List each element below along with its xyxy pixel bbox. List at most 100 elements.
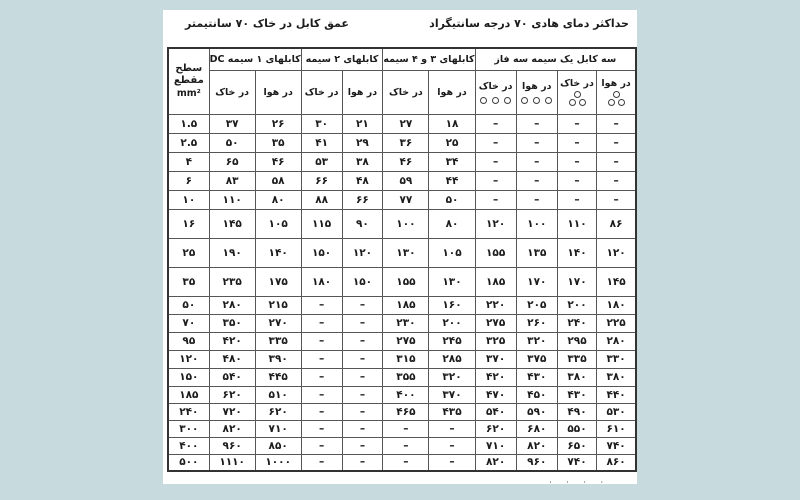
sub-header-label: در خاک [215,86,250,98]
sub-header-label: در خاک [560,78,594,89]
ampacity-cell: ۴۲۰ [474,367,517,387]
ampacity-cell: ۶۲۰ [208,385,256,404]
sub-header-3: در هوا [341,69,384,115]
ampacity-cell: ۱۴۰ [556,237,598,268]
trefoil-circles-icon [598,91,635,106]
empty-cell: – [341,367,384,387]
empty-cell: – [515,151,558,172]
ampacity-cell: ۲۴۰ [556,313,598,333]
row-size-cell: ۹۵ [167,331,210,351]
table-body: ۱.۵ ۳۷ ۲۶ ۳۰ ۲۱ ۲۷ ۱۸– – – –۲.۵ ۵۰ ۳۵ ۴۱ ۲۹ ۳۶ ۲۵– – – –۴ ۶… [167,113,637,472]
ampacity-cell: ۱۲۰ [341,237,384,268]
circle-glyph [521,96,529,104]
ampacity-cell: ۴۷۰ [474,385,517,404]
ampacity-cell: ۴۸ [341,170,384,191]
ampacity-cell: ۶۵ [208,151,256,172]
ampacity-cell: ۵۹ [382,170,430,191]
sub-header-label: در خاک [389,86,423,98]
table-row: ۲۵ ۱۹۰ ۱۴۰ ۱۵۰ ۱۲۰ ۱۳۰ ۱۰۵ ۱۵۵ ۱۳۵ ۱۴۰ ۱۲۰ [167,237,637,268]
sub-header-2: در خاک [300,69,343,115]
ampacity-cell: ۷۴۰ [596,436,637,455]
ampacity-cell: ۶۶ [341,189,384,210]
empty-cell: – [596,151,637,172]
ampacity-cell: ۲۸۰ [208,295,256,315]
ampacity-cell: ۱۸۰ [596,295,637,315]
ampacity-cell: ۶۲۰ [474,419,517,438]
table-row: ۴۰۰ ۹۶۰ ۸۵۰– – – –۷۱۰ ۸۲۰ ۶۵۰ ۷۴۰ [167,436,637,455]
row-size-cell: ۱۶ [167,208,210,239]
empty-cell: – [515,170,558,191]
table-row: ۴ ۶۵ ۴۶ ۵۳ ۳۸ ۴۶ ۳۴– – – – [167,151,637,172]
ampacity-cell: ۵۴۰ [208,367,256,387]
ampacity-cell: ۴۲۰ [208,331,256,351]
group-header-row: سطح مقطع mm² کابلهای ۱ سیمه DC کابلهای ۲ سیم… [167,47,637,115]
empty-cell: – [341,331,384,351]
ampacity-cell: ۸۳ [208,170,256,191]
ampacity-cell: ۸۲۰ [208,419,256,438]
ampacity-cell: ۴۳۰ [515,367,558,387]
table-row: ۱۸۵ ۶۲۰ ۵۱۰– –۴۰۰ ۳۷۰ ۴۷۰ ۴۵۰ ۴۳۰ ۴۴۰ [167,385,637,404]
ampacity-cell: ۱۰۵ [428,237,476,268]
ampacity-cell: ۱۳۵ [515,237,558,268]
sub-header-three-in-row-7: در هوا [515,69,558,115]
max-conductor-temp-title: حداکثر دمای هادی ۷۰ درجه سانتیگراد [429,17,629,30]
empty-cell: – [300,453,343,472]
ampacity-cell: ۹۶۰ [515,453,558,472]
ampacity-cell: ۴۸۰ [208,349,256,369]
trefoil-circles-icon [558,91,595,106]
empty-cell: – [515,132,558,153]
empty-cell: – [341,436,384,455]
table-row: ۱۵۰ ۵۴۰ ۴۴۵– –۳۵۵ ۳۲۰ ۴۲۰ ۴۳۰ ۳۸۰ ۳۸۰ [167,367,637,387]
ampacity-cell: ۳۶ [382,132,430,153]
ampacity-cell: ۴۵۰ [515,385,558,404]
row-size-cell: ۱۲۰ [167,349,210,369]
empty-cell: – [300,349,343,369]
empty-cell: – [474,170,517,191]
ampacity-cell: ۳۸۰ [596,367,637,387]
empty-cell: – [341,313,384,333]
empty-cell: – [556,170,598,191]
ampacity-cell: ۲۷۵ [382,331,430,351]
ampacity-cell: ۸۰ [428,208,476,239]
ampacity-cell: ۳۳۵ [556,349,598,369]
ampacity-cell: ۳۷۵ [515,349,558,369]
ampacity-cell: ۴۳۰ [556,385,598,404]
sub-header-label: در هوا [263,86,293,98]
ampacity-cell: ۵۳ [300,151,343,172]
empty-cell: – [515,189,558,210]
ampacity-cell: ۶۶ [300,170,343,191]
column-group-header-1: کابلهای ۲ سیمه [300,47,384,71]
table-row: ۵۰ ۲۸۰ ۲۱۵– –۱۸۵ ۱۶۰ ۲۲۰ ۲۰۵ ۲۰۰ ۱۸۰ [167,295,637,315]
empty-cell: – [428,436,476,455]
sub-header-label: در هوا [601,78,631,89]
circle-glyph [545,96,553,104]
ampacity-cell: ۲۵ [428,132,476,153]
row-size-cell: ۲۴۰ [167,402,210,421]
three-circles-row-icon [517,96,556,104]
sub-header-5: در هوا [428,69,476,115]
trefoil-bottom-pair [607,99,625,106]
ampacity-cell: ۱۷۵ [254,266,302,297]
ampacity-cell: ۳۵۵ [382,367,430,387]
empty-cell: – [341,419,384,438]
empty-cell: – [596,189,637,210]
circle-glyph [504,96,512,104]
ampacity-cell: ۵۵۰ [556,419,598,438]
ampacity-cell: ۱۸ [428,113,476,134]
ampacity-cell: ۳۷۰ [428,385,476,404]
ampacity-cell: ۱۴۵ [208,208,256,239]
sub-header-row: در خاک در هوا در خاک در هوا در خاک در هوا در خ… [168,69,637,115]
empty-cell: – [474,113,517,134]
ampacity-cell: ۱۹۰ [208,237,256,268]
ampacity-cell: ۱۵۰ [341,266,384,297]
empty-cell: – [300,402,343,421]
ampacity-cell: ۳۷۰ [474,349,517,369]
ampacity-cell: ۱۸۰ [300,266,343,297]
circle-glyph [607,99,615,106]
table-row: ۲۴۰ ۷۲۰ ۶۲۰– –۴۶۵ ۴۳۵ ۵۴۰ ۵۹۰ ۴۹۰ ۵۳۰ [167,402,637,421]
ampacity-cell: ۲۴۵ [428,331,476,351]
ampacity-cell: ۳۸۰ [556,367,598,387]
empty-cell: – [596,113,637,134]
ampacity-cell: ۲۹ [341,132,384,153]
ampacity-cell: ۲۷ [382,113,430,134]
